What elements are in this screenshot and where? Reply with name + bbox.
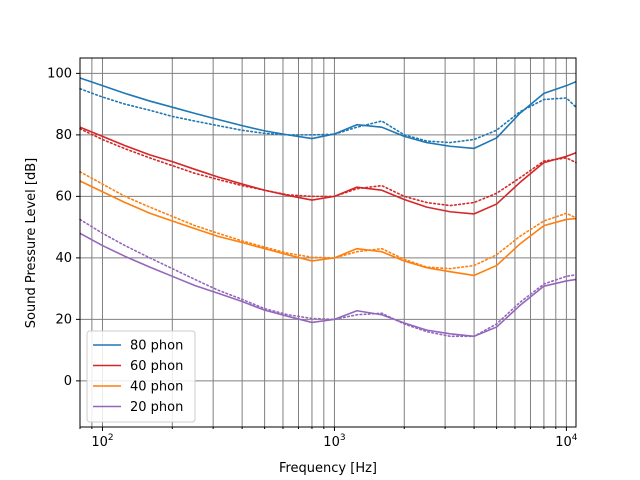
y-tick-label: 0 (64, 374, 72, 389)
x-axis-ticks: 102 103 104 (79, 427, 578, 450)
legend: 80 phon 60 phon 40 phon 20 phon (86, 330, 196, 423)
x-gridlines (79, 58, 567, 427)
y-tick-label: 60 (55, 189, 72, 204)
reference-line-dotted (79, 218, 577, 338)
reference-line-dotted (79, 170, 577, 270)
y-tick-label: 100 (47, 66, 72, 81)
series-lines (79, 77, 577, 338)
legend-label: 60 phon (130, 359, 183, 374)
legend-label: 40 phon (130, 380, 183, 395)
x-tick-label: 103 (323, 433, 345, 450)
legend-label: 80 phon (130, 339, 183, 354)
reference-line-dotted (79, 87, 577, 144)
y-axis-label: Sound Pressure Level [dB] (24, 158, 39, 328)
legend-label: 20 phon (130, 400, 183, 415)
x-tick-label: 104 (555, 433, 578, 450)
y-axis-ticks: 0 20 40 60 80 100 (47, 66, 80, 389)
legend-box (86, 330, 196, 423)
x-tick-label: 102 (91, 433, 113, 450)
x-axis-label: Frequency [Hz] (279, 461, 377, 476)
series-line-20-phon (79, 232, 577, 338)
y-tick-label: 20 (55, 312, 72, 327)
y-tick-label: 40 (55, 251, 72, 266)
plot-frame (79, 57, 577, 428)
reference-line-dotted (79, 127, 577, 207)
y-tick-label: 80 (55, 128, 72, 143)
